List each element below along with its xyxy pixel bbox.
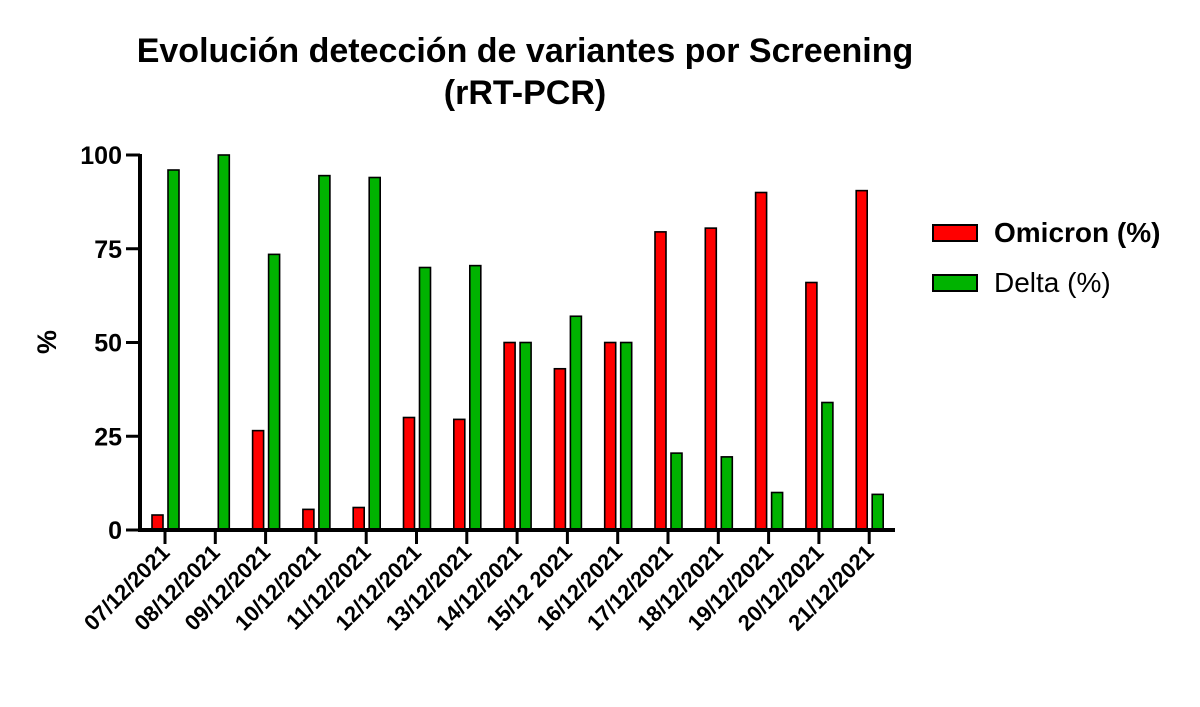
bar-omicron [805, 281, 818, 531]
y-axis-label: % [32, 330, 62, 354]
legend-item-delta: Delta (%) [932, 258, 1160, 308]
bar-delta [368, 176, 382, 531]
legend-item-omicron: Omicron (%) [932, 208, 1160, 258]
bar-omicron [251, 429, 265, 531]
bar-omicron [603, 341, 617, 531]
bar-omicron [654, 231, 667, 531]
bar-delta [670, 452, 683, 531]
bar-omicron [302, 508, 315, 531]
chart-title: Evolución detección de variantes por Scr… [0, 30, 1050, 114]
bar-omicron [503, 341, 516, 531]
bar-omicron [151, 514, 164, 531]
y-tick-label: 75 [94, 236, 122, 264]
y-tick-label: 100 [80, 142, 122, 170]
legend-label-omicron: Omicron (%) [994, 217, 1161, 248]
bar-delta [619, 341, 633, 531]
y-tick-label: 25 [94, 423, 122, 451]
bar-delta [217, 154, 231, 531]
chart-title-line-2: (rRT-PCR) [443, 74, 607, 112]
legend-label-delta: Delta (%) [994, 267, 1111, 298]
y-tick-label: 50 [94, 330, 122, 358]
bar-omicron [704, 227, 718, 531]
bar-delta [770, 491, 784, 531]
bar-delta [720, 456, 734, 531]
bar-delta [569, 315, 583, 531]
bar-delta [821, 401, 834, 531]
bar-delta [167, 169, 180, 531]
bar-delta [468, 264, 482, 531]
chart-title-line-1: Evolución detección de variantes por Scr… [136, 32, 914, 70]
bar-omicron [754, 191, 768, 531]
bar-omicron [352, 506, 366, 531]
legend-swatch-delta [932, 274, 978, 292]
legend-swatch-omicron [932, 224, 978, 242]
bar-delta [318, 174, 331, 531]
bar-delta [519, 341, 532, 531]
bar-omicron [452, 418, 466, 531]
legend: Omicron (%) Delta (%) [932, 208, 1160, 308]
bar-omicron [855, 189, 869, 531]
bar-omicron [553, 367, 567, 531]
bar-delta [267, 253, 281, 531]
bar-omicron [402, 416, 416, 531]
y-tick-label: 0 [108, 517, 122, 545]
bar-delta [871, 493, 885, 531]
bar-delta [418, 266, 432, 531]
